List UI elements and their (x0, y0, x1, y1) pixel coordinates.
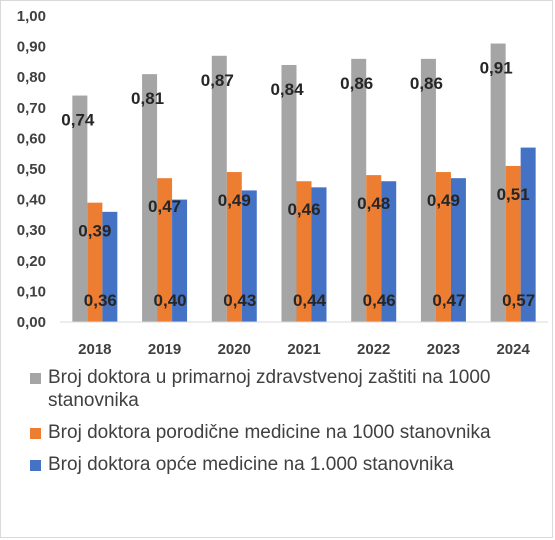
bar-3-2020 (241, 190, 257, 322)
data-label-2: 0,51 (497, 185, 530, 204)
bar-1-2024 (490, 43, 506, 322)
bar-1-2020 (211, 55, 227, 322)
legend-swatch-family-medicine (30, 428, 41, 439)
data-label-1: 0,84 (270, 80, 304, 99)
x-tick-label: 2024 (496, 341, 530, 358)
bar-2-2019 (157, 178, 173, 322)
bar-chart: 0,00 0,10 0,20 0,30 0,40 0,50 0,60 0,70 0,80 0,90… (17, 8, 548, 358)
data-label-2: 0,49 (427, 191, 460, 210)
bar-1-2023 (420, 58, 436, 323)
legend-swatch-general-medicine (30, 460, 41, 471)
data-label-2: 0,39 (78, 222, 111, 241)
x-tick-label: 2019 (148, 341, 181, 358)
x-tick-label: 2020 (218, 341, 251, 358)
data-label-3: 0,43 (223, 291, 256, 310)
bar-1-2019 (142, 74, 158, 322)
legend-item-family-medicine: Broj doktora porodične medicine na 1000 … (30, 421, 545, 444)
legend-label-general-medicine: Broj doktora opće medicine na 1.000 stan… (48, 454, 454, 475)
legend-swatch-primary-care (30, 373, 41, 384)
bar-1-2018 (72, 95, 88, 322)
bar-3-2018 (102, 211, 118, 322)
data-label-3: 0,57 (502, 291, 535, 310)
legend-item-general-medicine: Broj doktora opće medicine na 1.000 stan… (30, 453, 545, 476)
data-label-2: 0,46 (287, 200, 320, 219)
data-label-2: 0,49 (218, 191, 251, 210)
bar-2-2022 (366, 175, 382, 322)
data-label-3: 0,46 (363, 291, 396, 310)
y-tick-label: 0,60 (17, 130, 46, 147)
y-tick-label: 1,00 (17, 8, 46, 25)
bar-3-2019 (172, 199, 188, 322)
data-label-3: 0,44 (293, 291, 327, 310)
bar-3-2024 (520, 147, 536, 322)
data-label-3: 0,36 (84, 291, 117, 310)
data-label-2: 0,48 (357, 194, 390, 213)
y-tick-label: 0,10 (17, 283, 46, 300)
y-tick-label: 0,50 (17, 161, 46, 178)
bar-2-2023 (435, 172, 451, 322)
data-label-3: 0,40 (154, 291, 187, 310)
x-tick-label: 2021 (287, 341, 320, 358)
bar-2-2024 (505, 165, 521, 322)
bar-1-2022 (351, 58, 367, 323)
bar-2-2020 (226, 172, 242, 322)
data-label-1: 0,91 (480, 59, 513, 78)
x-tick-label: 2018 (78, 341, 111, 358)
y-tick-label: 0,20 (17, 253, 46, 270)
y-tick-label: 0,40 (17, 192, 46, 209)
y-tick-label: 0,80 (17, 69, 46, 86)
legend-label-primary-care: Broj doktora u primarnoj zdravstvenoj za… (48, 367, 491, 411)
data-label-2: 0,47 (148, 197, 181, 216)
bar-3-2022 (381, 181, 397, 322)
legend-item-primary-care: Broj doktora u primarnoj zdravstvenoj za… (30, 366, 545, 412)
data-label-1: 0,86 (410, 74, 443, 93)
bar-3-2023 (450, 178, 466, 322)
x-tick-label: 2023 (427, 341, 460, 358)
bar-2-2018 (87, 202, 103, 322)
x-tick-label: 2022 (357, 341, 390, 358)
data-label-1: 0,86 (340, 74, 373, 93)
data-label-1: 0,87 (201, 71, 234, 90)
data-label-3: 0,47 (432, 291, 465, 310)
bar-1-2021 (281, 64, 297, 323)
data-label-1: 0,81 (131, 89, 164, 108)
data-label-1: 0,74 (61, 111, 95, 130)
y-tick-label: 0,00 (17, 314, 46, 331)
bar-3-2021 (311, 187, 327, 322)
y-tick-label: 0,90 (17, 39, 46, 56)
y-tick-label: 0,70 (17, 100, 46, 117)
chart-legend: Broj doktora u primarnoj zdravstvenoj za… (30, 366, 545, 485)
bar-2-2021 (296, 181, 312, 322)
y-tick-label: 0,30 (17, 222, 46, 239)
legend-label-family-medicine: Broj doktora porodične medicine na 1000 … (48, 422, 491, 443)
